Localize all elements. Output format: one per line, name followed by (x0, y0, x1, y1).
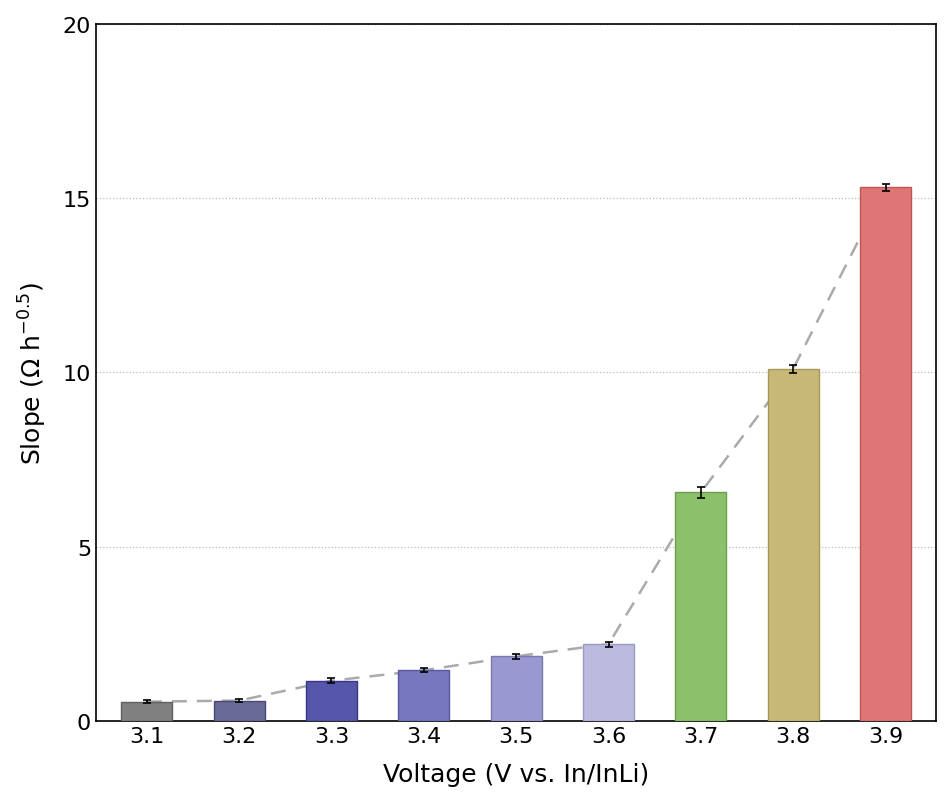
Bar (306, 681, 356, 721)
Bar (583, 644, 633, 721)
Bar (490, 657, 541, 721)
Bar (121, 702, 172, 721)
Bar (767, 369, 818, 721)
Bar (860, 188, 910, 721)
X-axis label: Voltage (V vs. In/InLi): Voltage (V vs. In/InLi) (383, 762, 648, 786)
Bar (675, 493, 725, 721)
Bar (398, 671, 448, 721)
Bar (213, 701, 265, 721)
Y-axis label: Slope ($\Omega\ \mathrm{h}^{-0.5}$): Slope ($\Omega\ \mathrm{h}^{-0.5}$) (16, 281, 49, 464)
